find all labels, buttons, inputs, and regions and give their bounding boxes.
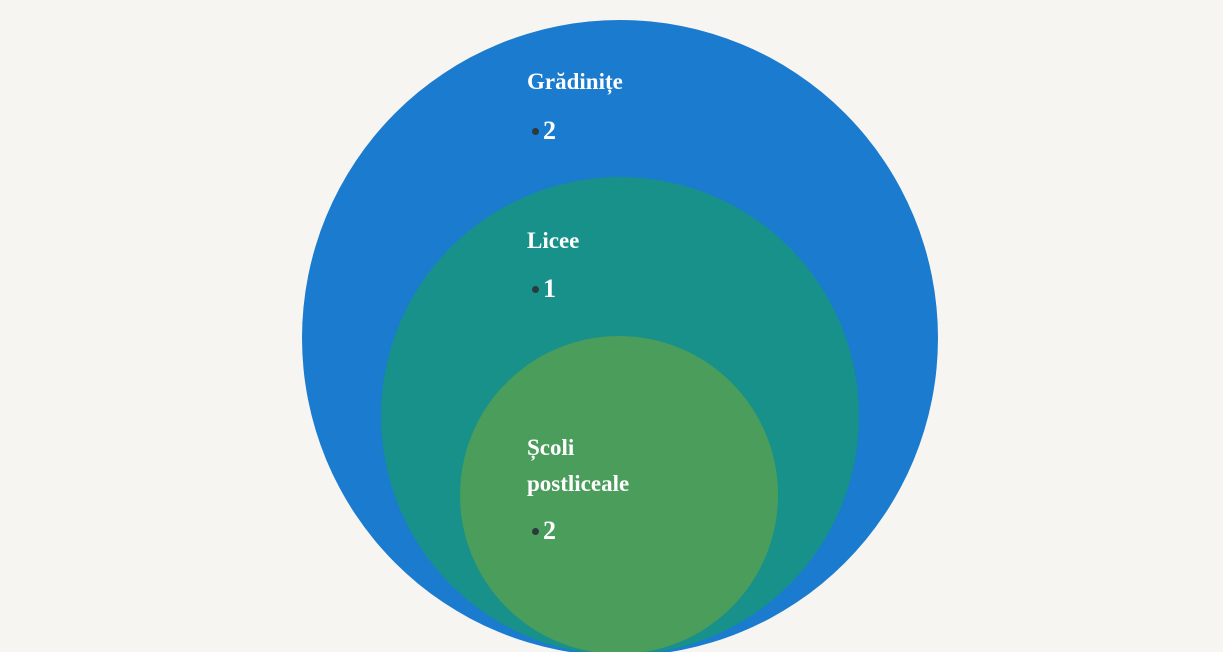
bullet	[532, 127, 539, 135]
value-text: 2	[543, 516, 556, 545]
circle-label: Școli postliceale	[527, 435, 630, 496]
bullet	[532, 285, 539, 293]
inner-circle	[460, 336, 778, 652]
circle-label: Licee	[527, 228, 580, 253]
value-text: 1	[543, 274, 556, 303]
circle-value: 2	[532, 116, 556, 146]
bullet	[532, 527, 539, 535]
value-text: 2	[543, 116, 556, 145]
circle-label: Grădinițe	[527, 69, 623, 94]
circle-value: 2	[532, 516, 556, 546]
circle-value: 1	[532, 274, 556, 304]
